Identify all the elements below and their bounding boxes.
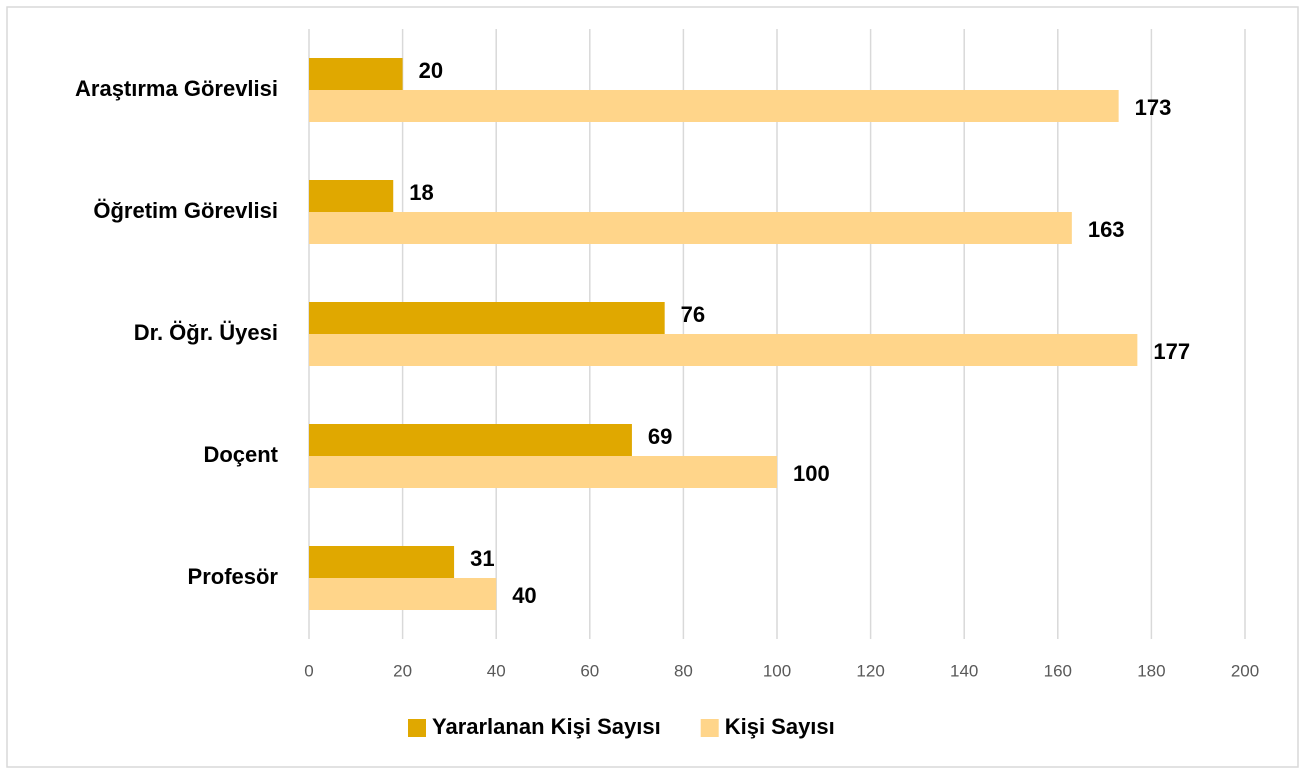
bar: [309, 58, 403, 90]
y-tick-label: Dr. Öğr. Üyesi: [134, 320, 278, 345]
data-label: 31: [470, 546, 494, 571]
legend-label: Kişi Sayısı: [725, 714, 835, 739]
data-label: 76: [681, 302, 705, 327]
y-tick-label: Öğretim Görevlisi: [93, 198, 278, 223]
data-label: 69: [648, 424, 672, 449]
data-label: 40: [512, 583, 536, 608]
data-label: 20: [419, 58, 443, 83]
legend-swatch: [408, 719, 426, 737]
x-tick-label: 80: [674, 661, 693, 680]
x-tick-label: 60: [580, 661, 599, 680]
legend-label: Yararlanan Kişi Sayısı: [432, 714, 661, 739]
data-label: 163: [1088, 217, 1125, 242]
bar: [309, 180, 394, 212]
x-tick-label: 120: [856, 661, 884, 680]
x-tick-label: 100: [763, 661, 791, 680]
x-tick-label: 20: [393, 661, 412, 680]
x-tick-label: 200: [1231, 661, 1259, 680]
y-tick-label: Doçent: [203, 442, 278, 467]
bar: [309, 546, 455, 578]
y-tick-label: Araştırma Görevlisi: [75, 76, 278, 101]
bar: [309, 90, 1119, 122]
y-tick-label: Profesör: [188, 564, 279, 589]
data-label: 18: [409, 180, 433, 205]
bar: [309, 212, 1072, 244]
chart-border: [6, 6, 1299, 768]
data-label: 100: [793, 461, 830, 486]
x-tick-label: 180: [1137, 661, 1165, 680]
legend-swatch: [700, 719, 719, 737]
x-tick-label: 40: [487, 661, 506, 680]
x-tick-label: 160: [1044, 661, 1072, 680]
bar: [309, 334, 1138, 366]
bar: [309, 456, 777, 488]
bar: [309, 578, 497, 610]
data-label: 173: [1135, 95, 1172, 120]
data-label: 177: [1153, 339, 1190, 364]
bar: [309, 424, 632, 456]
x-tick-label: 140: [950, 661, 978, 680]
bar: [309, 302, 665, 334]
x-tick-label: 0: [304, 661, 313, 680]
